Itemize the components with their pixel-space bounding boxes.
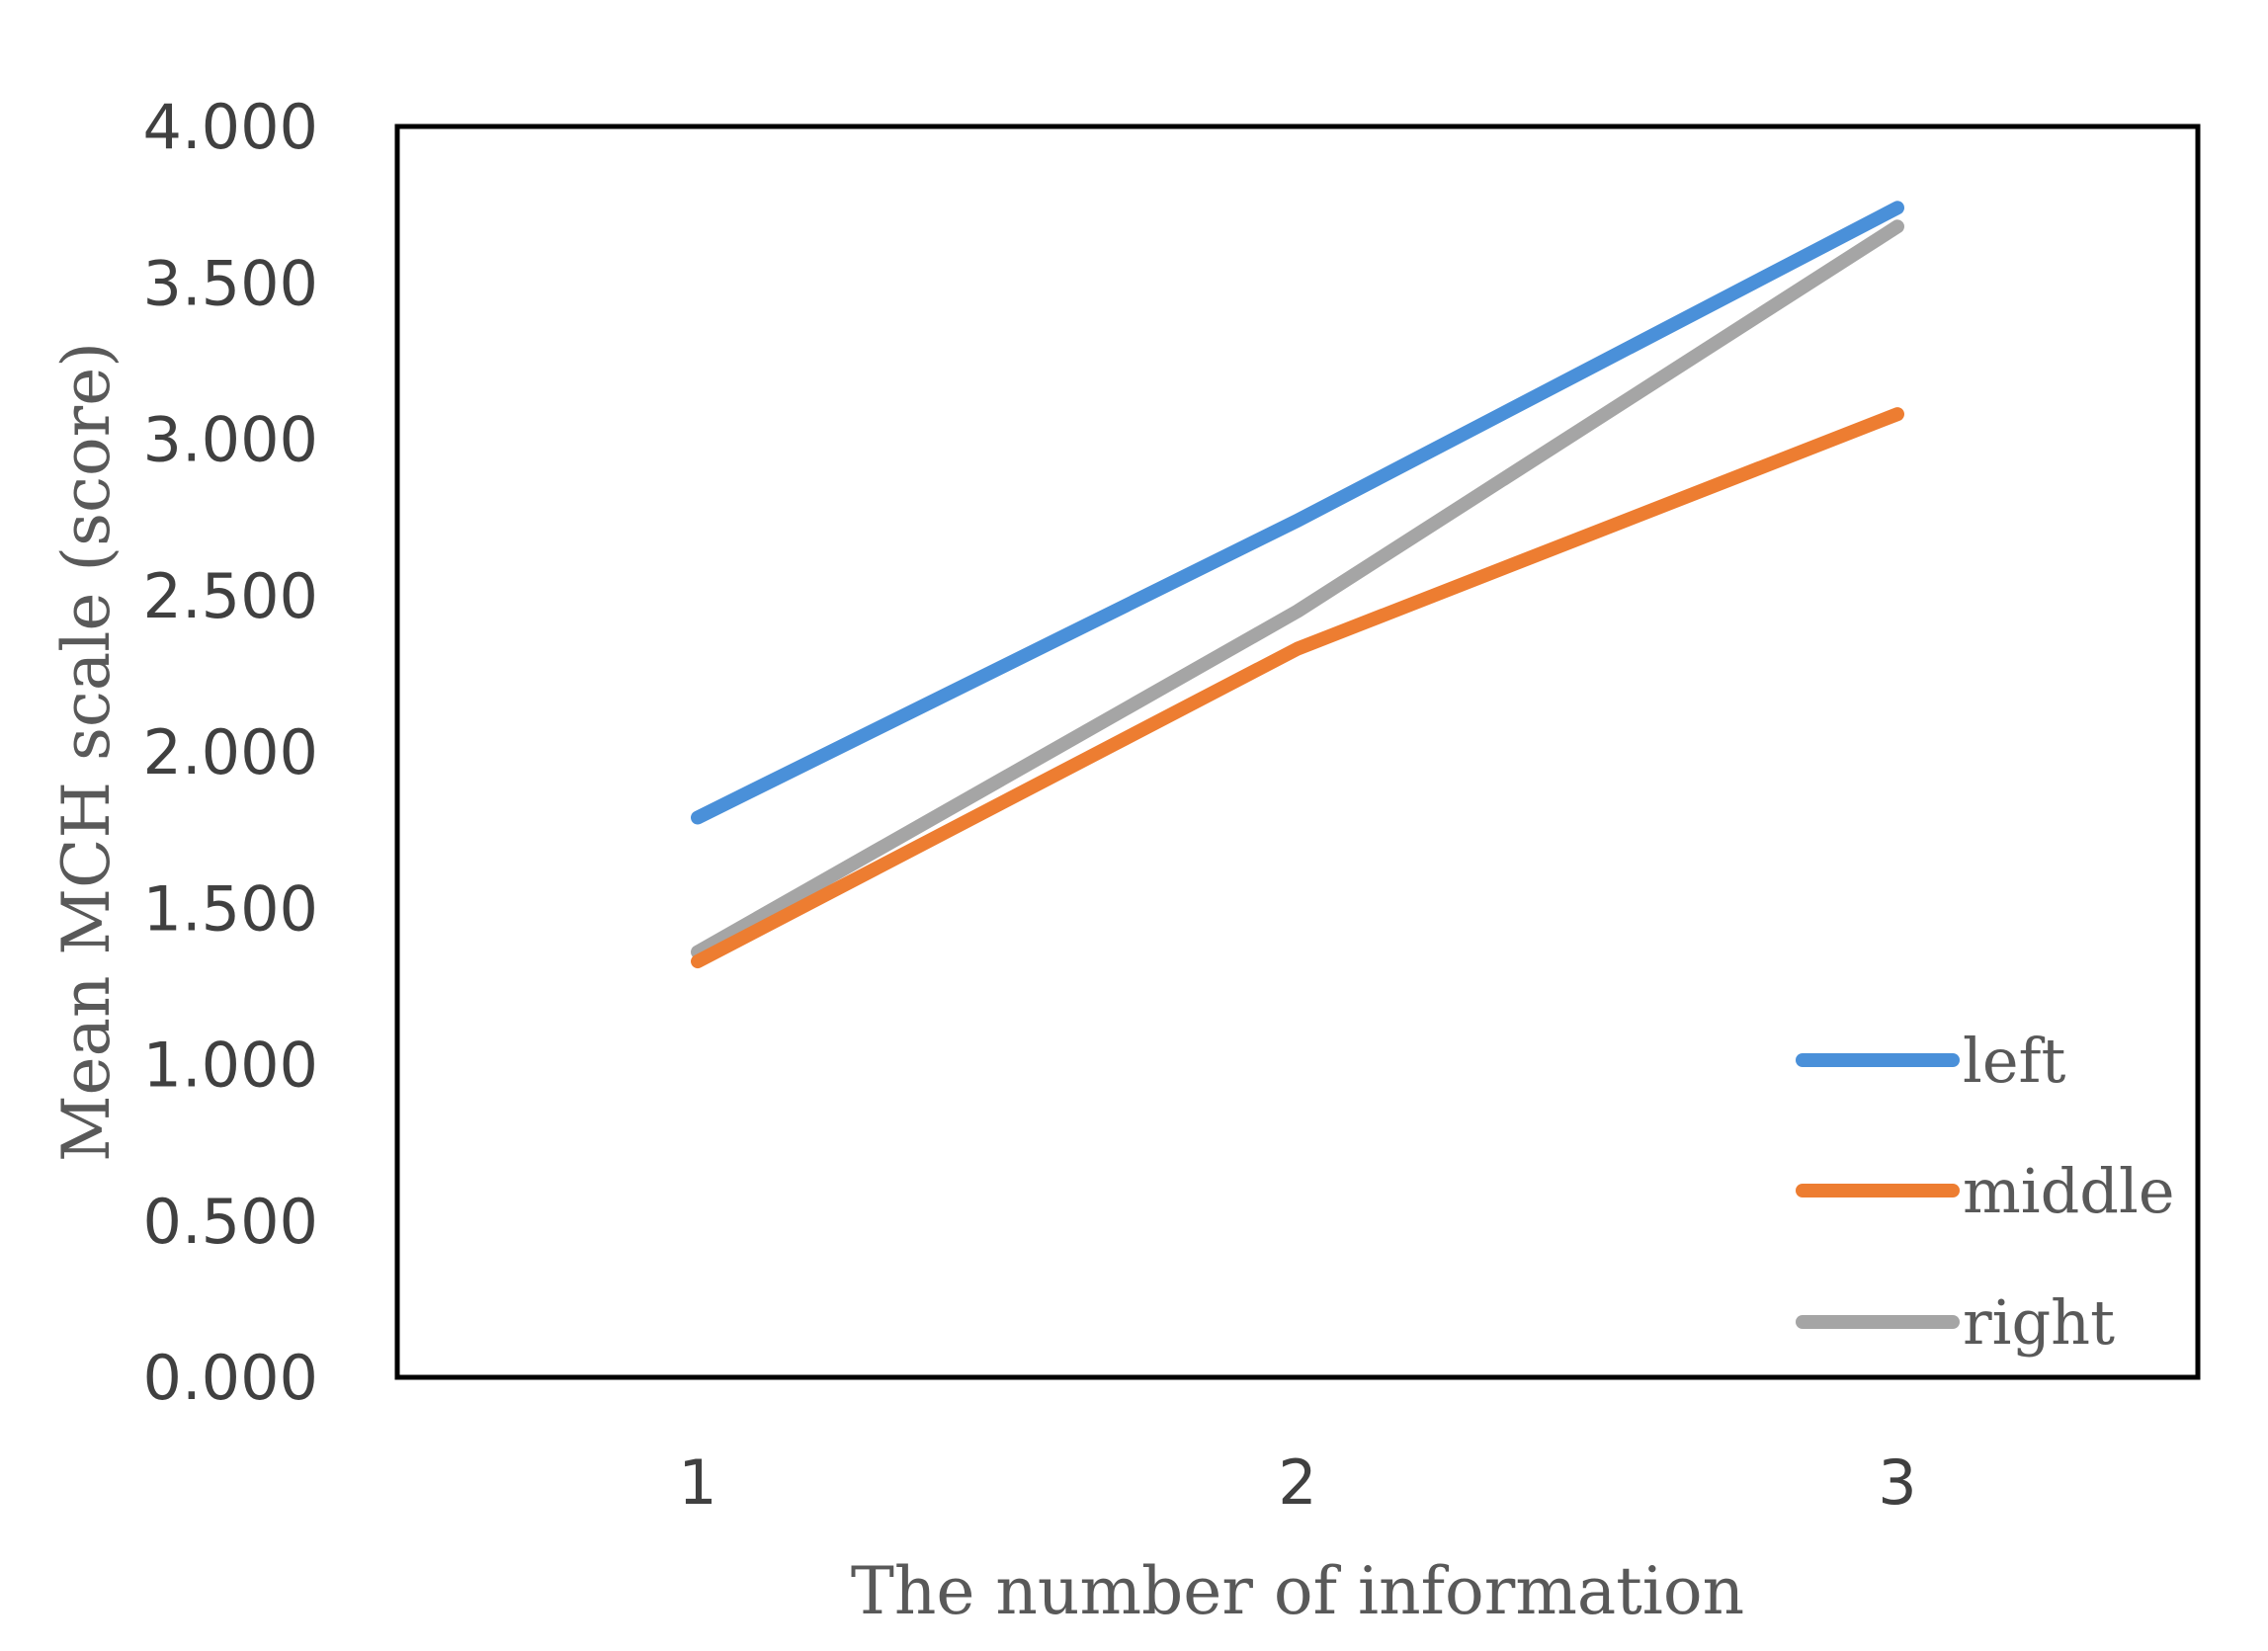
x-tick-label: 2 xyxy=(1278,1446,1316,1519)
x-tick-label: 1 xyxy=(678,1446,716,1519)
y-tick-label: 0.500 xyxy=(143,1186,319,1258)
series-line-left xyxy=(691,201,1904,825)
x-axis-title: The number of information xyxy=(851,1553,1744,1629)
legend: left middle right xyxy=(1796,1025,2175,1359)
x-tick-label: 3 xyxy=(1878,1446,1916,1519)
series-line-middle xyxy=(691,407,1904,969)
y-tick-label: 0.000 xyxy=(143,1342,319,1414)
legend-label-right: right xyxy=(1963,1286,2115,1359)
series-lines xyxy=(691,201,1904,969)
y-tick-label: 1.000 xyxy=(143,1030,319,1102)
legend-label-middle: middle xyxy=(1963,1155,2175,1227)
legend-label-left: left xyxy=(1963,1025,2065,1097)
y-tick-label: 3.500 xyxy=(143,247,319,319)
y-tick-label: 4.000 xyxy=(143,91,319,163)
y-axis-ticks: 0.000 0.500 1.000 1.500 2.000 2.500 3.000 3.500… xyxy=(143,91,319,1414)
series-line-right xyxy=(691,219,1904,959)
y-tick-label: 2.500 xyxy=(143,560,319,632)
plot-frame xyxy=(394,124,2201,1380)
y-tick-label: 1.500 xyxy=(143,872,319,945)
y-axis-title: Mean MCH scale (score) xyxy=(48,342,125,1162)
x-axis-ticks: 1 2 3 xyxy=(678,1446,1916,1519)
y-tick-label: 2.000 xyxy=(143,716,319,788)
y-tick-label: 3.000 xyxy=(143,404,319,476)
